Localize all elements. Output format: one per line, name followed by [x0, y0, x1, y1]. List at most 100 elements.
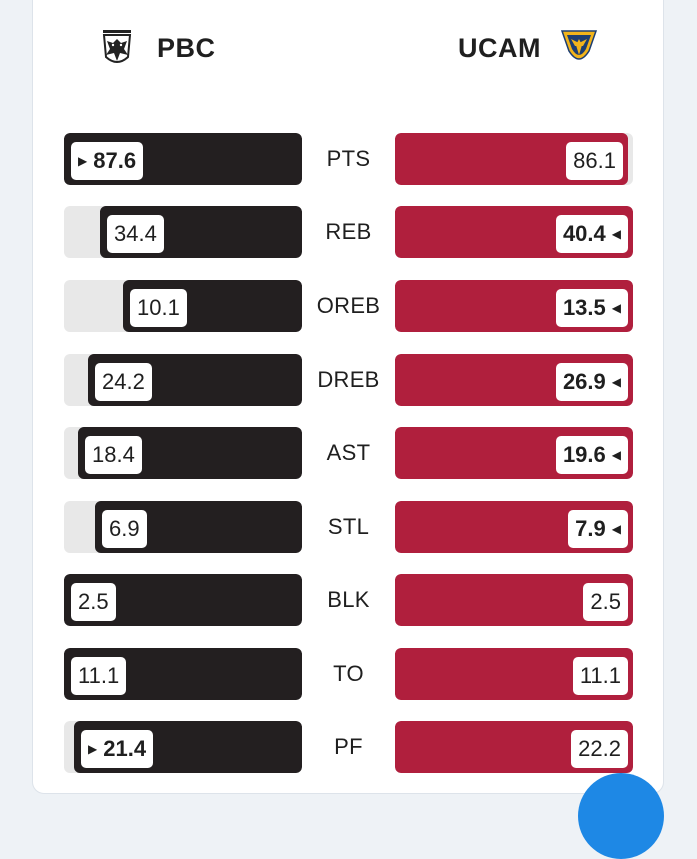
away-bar-fill: 40.4 ◀: [395, 206, 633, 258]
home-bar-track: 18.4: [64, 427, 302, 479]
home-bar-track: ▶ 87.6: [64, 133, 302, 185]
leader-arrow-left-icon: ◀: [611, 301, 621, 315]
away-value-pill: 26.9 ◀: [555, 363, 628, 401]
home-value-pill: ▶ 87.6: [71, 142, 144, 180]
away-bar-fill: 11.1: [395, 648, 633, 700]
home-value: 10.1: [137, 295, 180, 320]
home-value: 11.1: [78, 663, 120, 688]
home-bar-fill: 34.4: [100, 206, 302, 258]
stat-row-blk: 2.5 BLK 2.5: [0, 574, 697, 626]
home-value-pill: ▶ 21.4: [81, 730, 154, 768]
away-bar-track: 2.5: [395, 574, 633, 626]
away-bar-track: 26.9 ◀: [395, 354, 633, 406]
leader-arrow-left-icon: ◀: [611, 448, 621, 462]
stat-row-pf: ▶ 21.4 PF 22.2: [0, 721, 697, 773]
home-value-pill: 24.2: [95, 363, 152, 401]
home-value: 24.2: [102, 369, 145, 394]
away-value-pill: 13.5 ◀: [555, 289, 628, 327]
stat-row-reb: 34.4 REB 40.4 ◀: [0, 206, 697, 258]
away-bar-fill: 2.5: [395, 574, 633, 626]
stat-row-ast: 18.4 AST 19.6 ◀: [0, 427, 697, 479]
stat-row-to: 11.1 TO 11.1: [0, 648, 697, 700]
stat-label: TO: [333, 661, 364, 686]
ucam-shield-icon: [560, 30, 598, 60]
home-bar-track: ▶ 21.4: [64, 721, 302, 773]
home-bar-fill: 18.4: [78, 427, 302, 479]
away-value-pill: 2.5: [583, 583, 628, 621]
away-team-header[interactable]: UCAM: [458, 27, 599, 69]
away-value: 2.5: [590, 589, 621, 614]
home-value: 34.4: [114, 221, 157, 246]
home-value: 87.6: [93, 148, 137, 173]
home-team-header[interactable]: PBC: [97, 27, 216, 69]
stat-label: AST: [326, 440, 371, 465]
home-value-pill: 10.1: [130, 289, 187, 327]
stat-label: BLK: [327, 587, 370, 612]
away-value: 19.6: [562, 442, 606, 467]
away-bar-fill: 86.1: [395, 133, 628, 185]
away-bar-track: 86.1: [395, 133, 633, 185]
away-value: 40.4: [562, 221, 606, 246]
stat-label: OREB: [316, 293, 381, 318]
home-bar-track: 34.4: [64, 206, 302, 258]
away-value: 26.9: [562, 369, 606, 394]
stat-label: DREB: [317, 367, 380, 392]
home-value-pill: 6.9: [102, 510, 147, 548]
away-value-pill: 40.4 ◀: [555, 215, 628, 253]
away-bar-track: 11.1: [395, 648, 633, 700]
home-value: 2.5: [78, 589, 109, 614]
home-bar-track: 24.2: [64, 354, 302, 406]
away-value: 22.2: [578, 736, 621, 761]
stat-label: STL: [327, 514, 370, 539]
away-value: 11.1: [579, 663, 621, 688]
away-value-pill: 7.9 ◀: [568, 510, 628, 548]
home-bar-fill: 10.1: [123, 280, 302, 332]
away-value-pill: 11.1: [572, 657, 628, 695]
leader-arrow-left-icon: ◀: [611, 375, 621, 389]
home-value-pill: 34.4: [107, 215, 164, 253]
leader-arrow-right-icon: ▶: [78, 154, 88, 168]
home-value: 18.4: [92, 442, 135, 467]
leader-arrow-right-icon: ▶: [88, 742, 98, 756]
away-bar-track: 19.6 ◀: [395, 427, 633, 479]
home-bar-track: 2.5: [64, 574, 302, 626]
away-value: 7.9: [575, 516, 606, 541]
stat-row-stl: 6.9 STL 7.9 ◀: [0, 501, 697, 553]
away-bar-track: 40.4 ◀: [395, 206, 633, 258]
home-team-name: PBC: [157, 32, 216, 63]
home-bar-fill: ▶ 21.4: [74, 721, 302, 773]
leader-arrow-left-icon: ◀: [611, 227, 621, 241]
home-bar-fill: 6.9: [95, 501, 302, 553]
away-value-pill: 22.2: [571, 730, 628, 768]
home-bar-track: 11.1: [64, 648, 302, 700]
stat-label: PF: [334, 734, 363, 759]
away-bar-fill: 13.5 ◀: [395, 280, 633, 332]
floating-action-button[interactable]: [578, 773, 664, 859]
stat-row-pts: ▶ 87.6 PTS 86.1: [0, 133, 697, 185]
home-value-pill: 18.4: [85, 436, 142, 474]
home-value: 21.4: [103, 736, 147, 761]
away-bar-track: 7.9 ◀: [395, 501, 633, 553]
home-value-pill: 11.1: [71, 657, 127, 695]
away-value: 86.1: [573, 148, 616, 173]
home-bar-track: 10.1: [64, 280, 302, 332]
home-value: 6.9: [109, 516, 140, 541]
leader-arrow-left-icon: ◀: [611, 522, 621, 536]
paok-crest-icon: [102, 30, 132, 63]
away-value-pill: 86.1: [566, 142, 623, 180]
away-bar-fill: 7.9 ◀: [395, 501, 633, 553]
home-bar-fill: 24.2: [88, 354, 302, 406]
home-bar-fill: 2.5: [64, 574, 302, 626]
home-bar-fill: ▶ 87.6: [64, 133, 302, 185]
away-value-pill: 19.6 ◀: [555, 436, 628, 474]
away-value: 13.5: [562, 295, 606, 320]
stat-label: PTS: [326, 146, 371, 171]
stat-row-oreb: 10.1 OREB 13.5 ◀: [0, 280, 697, 332]
stat-row-dreb: 24.2 DREB 26.9 ◀: [0, 354, 697, 406]
away-bar-track: 22.2: [395, 721, 633, 773]
away-bar-fill: 22.2: [395, 721, 633, 773]
stat-label: REB: [325, 219, 372, 244]
away-bar-track: 13.5 ◀: [395, 280, 633, 332]
home-bar-fill: 11.1: [64, 648, 302, 700]
away-bar-fill: 19.6 ◀: [395, 427, 633, 479]
